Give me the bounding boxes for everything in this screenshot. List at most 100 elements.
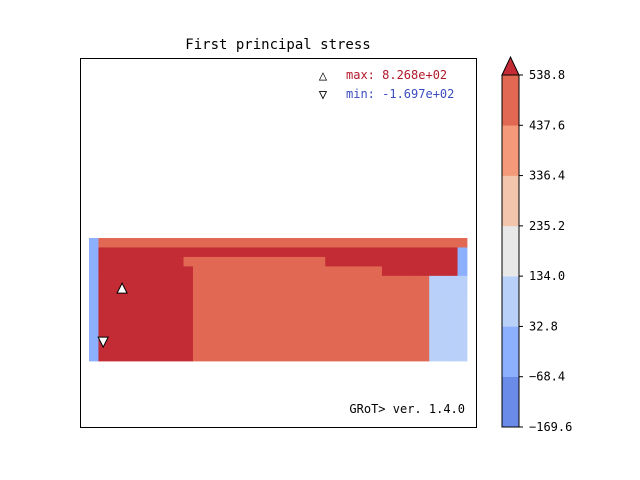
heat-cell — [249, 256, 260, 267]
heat-cell — [296, 323, 307, 334]
heat-cell — [249, 294, 260, 305]
heat-cell — [98, 294, 109, 305]
heat-cell — [353, 247, 364, 258]
heat-cell — [183, 238, 194, 248]
heat-cell — [448, 238, 458, 248]
heat-cell — [89, 285, 99, 296]
heat-cell — [259, 256, 269, 267]
heat-cell — [89, 304, 99, 315]
heat-cell — [306, 238, 317, 248]
heat-cell — [249, 323, 260, 334]
heat-cell — [325, 313, 336, 324]
heat-cell — [240, 332, 251, 343]
colorbar-tick-label: 336.4 — [529, 169, 565, 183]
heat-cell — [221, 285, 232, 296]
heat-cell — [249, 351, 260, 362]
heat-cell — [192, 351, 203, 362]
heat-cell — [381, 342, 392, 352]
heat-cell — [136, 313, 147, 324]
heat-cell — [344, 294, 354, 305]
heat-cell — [429, 285, 440, 296]
heat-cell — [372, 266, 383, 277]
heat-cell — [192, 323, 203, 334]
heat-cell — [325, 256, 336, 267]
heat-cell — [344, 238, 354, 248]
heat-cell — [344, 285, 354, 296]
heat-cell — [457, 275, 468, 286]
heat-cell — [174, 342, 184, 352]
heat-cell — [306, 285, 317, 296]
heat-cell — [174, 313, 184, 324]
heat-cell — [145, 285, 156, 296]
heat-cell — [419, 351, 430, 362]
heat-cell — [400, 332, 411, 343]
heat-cell — [278, 342, 288, 352]
heat-cell — [155, 285, 165, 296]
heat-cell — [136, 342, 147, 352]
heat-cell — [240, 275, 251, 286]
heat-cell — [400, 351, 411, 362]
heat-cell — [325, 323, 336, 334]
heat-cell — [183, 285, 194, 296]
heat-cell — [287, 247, 298, 258]
heat-cell — [145, 294, 156, 305]
heat-cell — [400, 342, 411, 352]
heat-cell — [98, 285, 109, 296]
heat-cell — [117, 313, 128, 324]
heat-cell — [438, 342, 449, 352]
heat-cell — [410, 342, 421, 352]
heat-cell — [249, 304, 260, 315]
heat-cell — [372, 247, 383, 258]
heat-cell — [211, 342, 222, 352]
heat-cell — [117, 332, 128, 343]
heat-cell — [145, 256, 156, 267]
heat-cell — [230, 266, 241, 277]
heat-cell — [249, 247, 260, 258]
heat-cell — [325, 332, 336, 343]
heat-cell — [164, 342, 175, 352]
heat-cell — [230, 275, 241, 286]
heat-cell — [419, 323, 430, 334]
heat-cell — [363, 266, 373, 277]
heat-cell — [381, 238, 392, 248]
heat-cell — [325, 285, 336, 296]
heat-cell — [202, 256, 213, 267]
heat-cell — [259, 313, 269, 324]
heat-cell — [240, 266, 251, 277]
heat-cell — [419, 238, 430, 248]
heat-cell — [296, 256, 307, 267]
heat-cell — [202, 351, 213, 362]
colorbar-tick-label: 134.0 — [529, 269, 565, 283]
heat-cell — [164, 294, 175, 305]
heat-cell — [202, 275, 213, 286]
heat-cell — [353, 332, 364, 343]
heat-cell — [448, 275, 458, 286]
heat-cell — [268, 256, 279, 267]
heat-cell — [315, 238, 326, 248]
heat-cell — [278, 266, 288, 277]
heat-cell — [221, 342, 232, 352]
heat-cell — [381, 304, 392, 315]
heat-cell — [306, 256, 317, 267]
heat-cell — [278, 238, 288, 248]
heat-cell — [353, 238, 364, 248]
heat-cell — [457, 342, 468, 352]
heat-cell — [287, 332, 298, 343]
heat-cell — [192, 332, 203, 343]
heat-cell — [259, 351, 269, 362]
heat-cell — [306, 323, 317, 334]
colorbar-tick-label: 32.8 — [529, 319, 558, 333]
heat-cell — [98, 351, 109, 362]
heat-cell — [183, 342, 194, 352]
heat-cell — [164, 313, 175, 324]
heat-cell — [353, 313, 364, 324]
heat-cell — [372, 323, 383, 334]
heat-cell — [98, 266, 109, 277]
heat-cell — [419, 275, 430, 286]
heat-cell — [126, 323, 137, 334]
heat-cell — [117, 323, 128, 334]
heat-cell — [155, 256, 165, 267]
heat-cell — [457, 332, 468, 343]
heat-cell — [296, 285, 307, 296]
heat-cell — [155, 342, 165, 352]
